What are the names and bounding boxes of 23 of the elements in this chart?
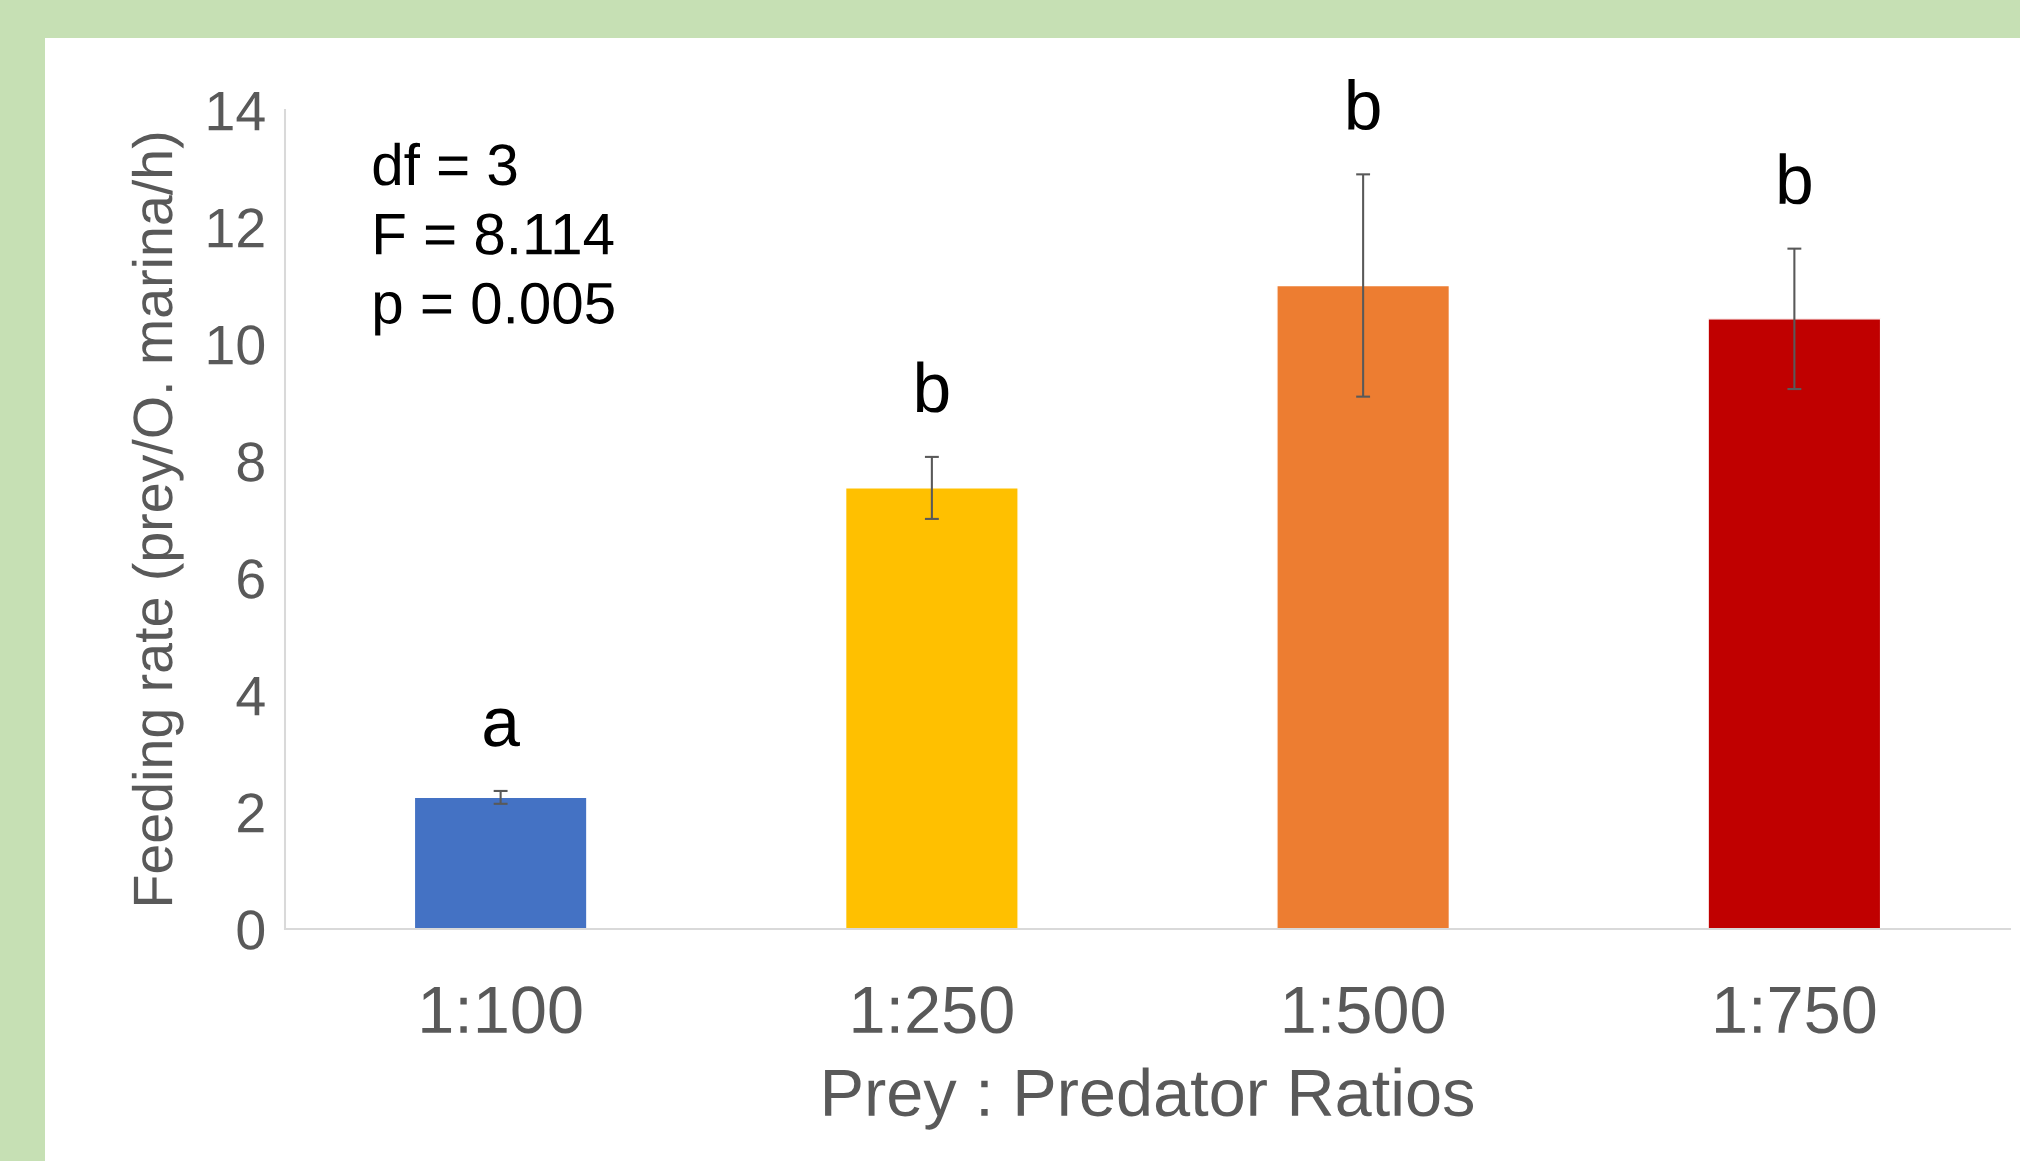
y-tick-label: 10 — [208, 325, 265, 365]
x-tick-label: 1:500 — [1284, 986, 1444, 1034]
x-tick-label: 1:750 — [1716, 986, 1876, 1034]
annotation: b — [1348, 79, 1380, 131]
x-axis-title: Prey : Predator Ratios — [825, 1067, 1474, 1130]
y-tick-label: 12 — [208, 208, 264, 248]
bar — [844, 487, 1019, 929]
y-tick-label: 0 — [237, 910, 265, 950]
y-tick-label: 4 — [236, 676, 265, 716]
bar — [1276, 284, 1451, 929]
x-tick-label: 1:250 — [853, 986, 1013, 1034]
annotation: b — [1779, 153, 1811, 205]
bar — [413, 796, 588, 929]
annotation: b — [917, 361, 949, 413]
annotation: df = 3 F = 8.114 p = 0.005 — [373, 142, 614, 336]
y-axis-title: Feeding rate (prey/O. marina/h) — [131, 133, 184, 904]
y-tick-label: 8 — [237, 442, 264, 482]
x-tick-label: 1:100 — [422, 986, 582, 1034]
y-tick-label: 6 — [238, 559, 264, 599]
y-tick-label: 14 — [208, 91, 265, 131]
y-tick-label: 2 — [238, 793, 264, 833]
annotation: a — [484, 708, 520, 747]
bar — [1707, 318, 1882, 929]
